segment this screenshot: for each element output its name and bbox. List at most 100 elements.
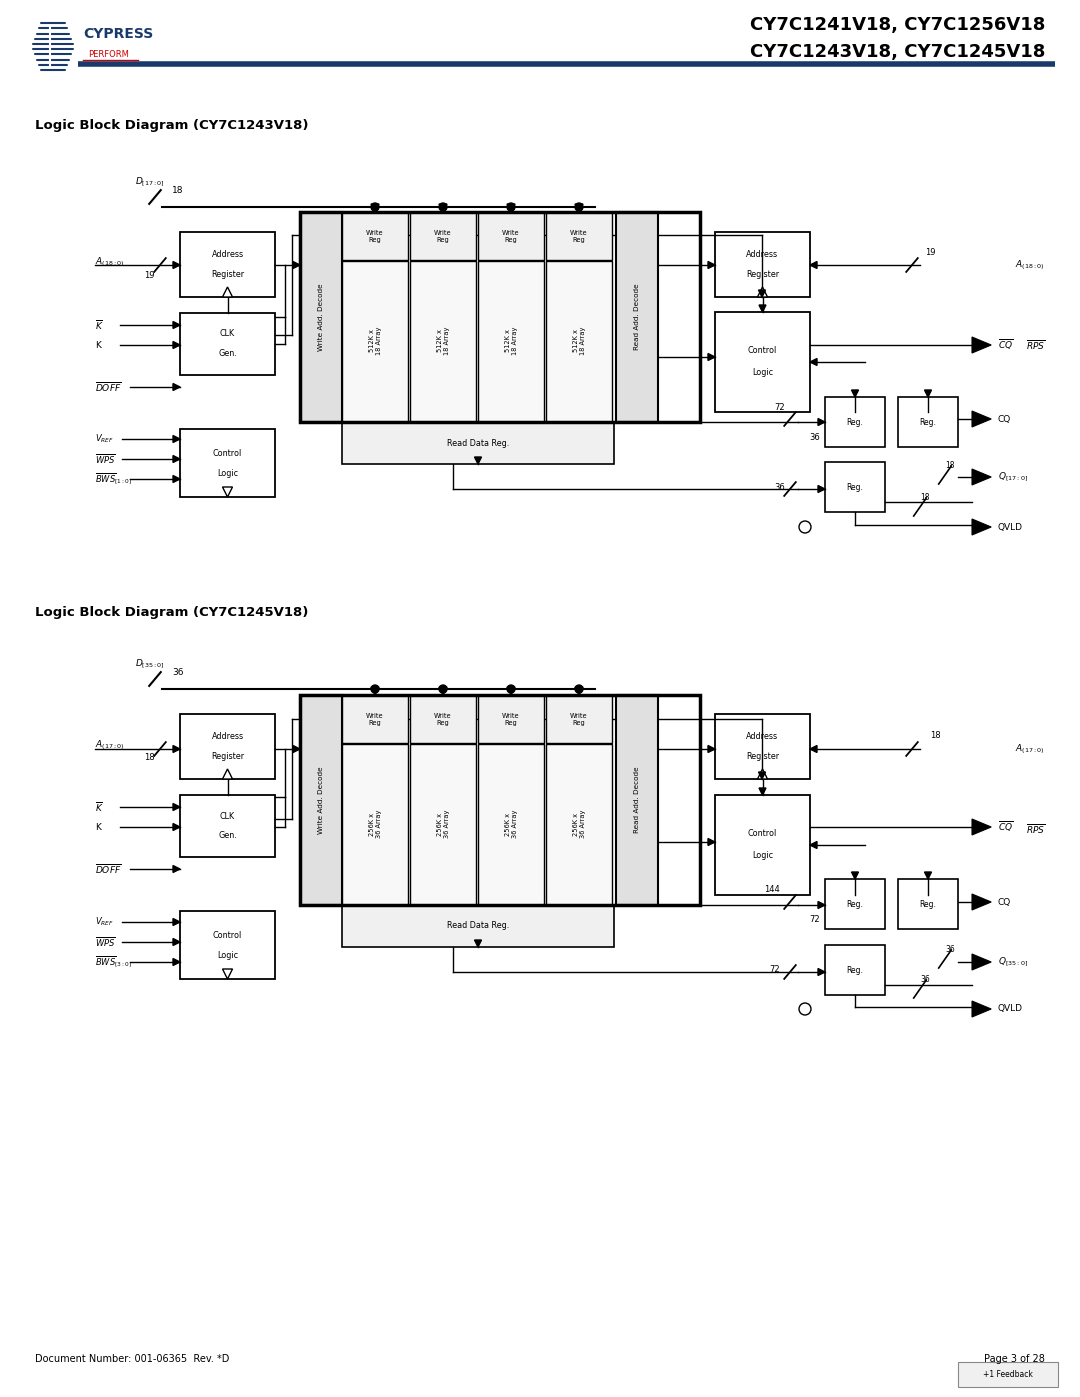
- Text: $\overline{K}$: $\overline{K}$: [95, 319, 104, 332]
- Text: $D_{[17:0]}$: $D_{[17:0]}$: [135, 176, 165, 189]
- Polygon shape: [758, 291, 766, 298]
- Polygon shape: [759, 788, 766, 795]
- Polygon shape: [173, 261, 180, 268]
- Polygon shape: [972, 819, 991, 835]
- FancyBboxPatch shape: [616, 212, 658, 422]
- Polygon shape: [924, 390, 932, 397]
- Text: Reg.: Reg.: [847, 965, 863, 975]
- Polygon shape: [293, 261, 300, 268]
- Text: Control: Control: [747, 828, 778, 837]
- Text: Write
Reg: Write Reg: [502, 229, 519, 243]
- Text: Logic: Logic: [217, 950, 238, 960]
- Text: 72: 72: [774, 402, 785, 412]
- FancyBboxPatch shape: [897, 879, 958, 929]
- Polygon shape: [222, 768, 232, 780]
- Text: 19: 19: [924, 247, 935, 257]
- Text: 256K x
36 Array: 256K x 36 Array: [572, 810, 585, 838]
- FancyBboxPatch shape: [478, 745, 544, 905]
- Text: 36: 36: [809, 433, 820, 441]
- Polygon shape: [474, 457, 482, 464]
- Polygon shape: [818, 901, 825, 908]
- Polygon shape: [818, 968, 825, 975]
- Polygon shape: [972, 520, 991, 535]
- Text: Write Add. Decode: Write Add. Decode: [318, 284, 324, 351]
- Text: 36: 36: [172, 668, 184, 678]
- Text: Reg.: Reg.: [847, 482, 863, 492]
- Text: Address: Address: [746, 732, 779, 740]
- Text: $A_{(18:0)}$: $A_{(18:0)}$: [95, 256, 124, 268]
- Text: Write
Reg: Write Reg: [570, 712, 588, 725]
- Polygon shape: [972, 469, 991, 485]
- Text: Reg.: Reg.: [919, 418, 936, 426]
- Polygon shape: [173, 823, 180, 830]
- FancyBboxPatch shape: [300, 694, 342, 905]
- Text: Write Add. Decode: Write Add. Decode: [318, 766, 324, 834]
- FancyBboxPatch shape: [825, 944, 885, 995]
- Text: $A_{(17:0)}$: $A_{(17:0)}$: [1015, 742, 1045, 756]
- Polygon shape: [173, 746, 180, 753]
- Text: $\overline{CQ}$: $\overline{CQ}$: [998, 820, 1013, 834]
- Text: $V_{REF}$: $V_{REF}$: [95, 916, 114, 928]
- Text: 36: 36: [920, 975, 930, 983]
- Text: 36: 36: [774, 482, 785, 492]
- Text: Write
Reg: Write Reg: [502, 712, 519, 725]
- FancyBboxPatch shape: [410, 261, 476, 422]
- Polygon shape: [173, 866, 180, 873]
- Text: Register: Register: [211, 270, 244, 279]
- Text: 72: 72: [809, 915, 820, 923]
- Polygon shape: [758, 773, 766, 780]
- Text: Address: Address: [212, 250, 244, 258]
- Polygon shape: [924, 872, 932, 879]
- Text: CLK: CLK: [220, 812, 235, 820]
- Text: 256K x
36 Array: 256K x 36 Array: [368, 810, 381, 838]
- Polygon shape: [438, 204, 447, 212]
- FancyBboxPatch shape: [342, 212, 408, 260]
- Text: Write
Reg: Write Reg: [434, 712, 451, 725]
- Text: Read Add. Decode: Read Add. Decode: [634, 767, 640, 834]
- Circle shape: [372, 203, 379, 211]
- FancyBboxPatch shape: [478, 212, 544, 260]
- Text: Write
Reg: Write Reg: [434, 229, 451, 243]
- Text: $\overline{WPS}$: $\overline{WPS}$: [95, 935, 116, 949]
- Text: $\overline{CQ}$: $\overline{CQ}$: [998, 338, 1013, 352]
- Polygon shape: [818, 419, 825, 426]
- Polygon shape: [293, 746, 300, 753]
- FancyBboxPatch shape: [342, 422, 615, 464]
- Text: 512K x
18 Array: 512K x 18 Array: [504, 327, 517, 355]
- FancyBboxPatch shape: [546, 694, 612, 743]
- Polygon shape: [222, 970, 232, 979]
- Text: $\overline{DOFF}$: $\overline{DOFF}$: [95, 380, 121, 394]
- Polygon shape: [474, 940, 482, 947]
- Text: Write
Reg: Write Reg: [366, 712, 383, 725]
- FancyBboxPatch shape: [715, 232, 810, 298]
- FancyBboxPatch shape: [825, 397, 885, 447]
- Polygon shape: [173, 455, 180, 462]
- Text: Control: Control: [747, 345, 778, 355]
- Text: 256K x
36 Array: 256K x 36 Array: [436, 810, 449, 838]
- Polygon shape: [173, 958, 180, 965]
- FancyBboxPatch shape: [410, 212, 476, 260]
- Text: Page 3 of 28: Page 3 of 28: [984, 1354, 1045, 1363]
- Polygon shape: [810, 261, 816, 268]
- FancyBboxPatch shape: [410, 694, 476, 743]
- Polygon shape: [757, 286, 768, 298]
- Text: 36: 36: [945, 944, 955, 954]
- FancyBboxPatch shape: [546, 212, 612, 260]
- Circle shape: [507, 203, 515, 211]
- Text: CYPRESS: CYPRESS: [83, 27, 153, 41]
- Text: Logic Block Diagram (CY7C1243V18): Logic Block Diagram (CY7C1243V18): [35, 119, 309, 131]
- Polygon shape: [972, 1002, 991, 1017]
- Text: Document Number: 001-06365  Rev. *D: Document Number: 001-06365 Rev. *D: [35, 1354, 229, 1363]
- FancyBboxPatch shape: [180, 232, 275, 298]
- FancyBboxPatch shape: [300, 212, 342, 422]
- FancyBboxPatch shape: [958, 1362, 1058, 1387]
- Text: Read Data Reg.: Read Data Reg.: [447, 922, 509, 930]
- Text: Logic Block Diagram (CY7C1245V18): Logic Block Diagram (CY7C1245V18): [35, 605, 309, 619]
- Text: Address: Address: [746, 250, 779, 258]
- Polygon shape: [173, 384, 180, 391]
- Polygon shape: [972, 411, 991, 427]
- Text: K: K: [95, 341, 100, 349]
- Text: QVLD: QVLD: [998, 1004, 1023, 1013]
- FancyBboxPatch shape: [180, 429, 275, 497]
- Text: PERFORM: PERFORM: [87, 49, 129, 59]
